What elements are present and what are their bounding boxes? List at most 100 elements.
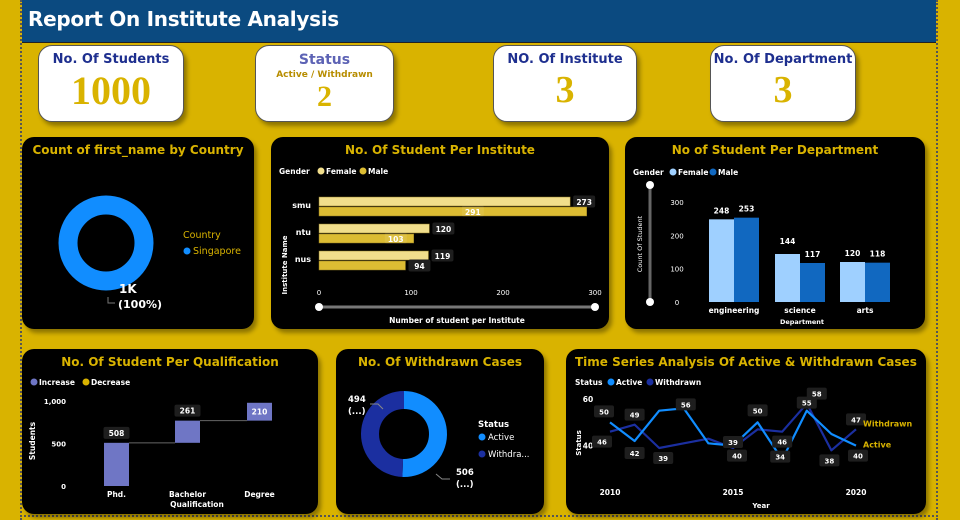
y-axis-title: Institute Name <box>281 235 289 294</box>
bar-male[interactable] <box>800 263 825 302</box>
bar-female[interactable] <box>318 223 430 234</box>
kpi-card-institute[interactable]: NO. Of Institute 3 <box>493 45 637 122</box>
report-title: Report On Institute Analysis <box>28 7 339 31</box>
bar-male[interactable] <box>318 260 406 271</box>
y-tick-label: smu <box>292 201 311 210</box>
institute-chart-panel[interactable]: No. Of Student Per Institute Gender Fema… <box>271 137 609 329</box>
y-tick-label: ntu <box>296 228 312 237</box>
series-end-label-active: Active <box>863 441 892 450</box>
data-label-bg <box>747 404 768 417</box>
x-tick-label: 2015 <box>723 488 744 497</box>
legend-label-increase[interactable]: Increase <box>39 378 75 387</box>
data-label-bg <box>772 435 793 448</box>
x-range-slider-handle-left[interactable] <box>315 303 323 311</box>
series-end-label-withdrawn: Withdrawn <box>863 419 913 428</box>
bar-female[interactable] <box>775 254 800 302</box>
legend-label-female[interactable]: Female <box>326 167 356 176</box>
waterfall-bar[interactable] <box>104 442 129 486</box>
bar-male[interactable] <box>318 233 415 244</box>
chart-title: Time Series Analysis Of Active & Withdra… <box>575 355 917 369</box>
y-tick-label: 100 <box>670 266 683 274</box>
legend-dot-male <box>709 168 717 176</box>
bar-male[interactable] <box>865 262 890 302</box>
x-tick-label: Phd. <box>107 490 126 499</box>
y-tick-label: 60 <box>583 395 593 404</box>
waterfall-bar[interactable] <box>175 420 200 443</box>
legend-title: Gender <box>633 168 664 177</box>
canvas-edge-left <box>20 0 22 520</box>
y-tick-label: 500 <box>51 441 66 449</box>
data-label: 94 <box>414 262 424 271</box>
legend-dot-singapore <box>183 247 191 255</box>
x-axis-title: Department <box>780 318 824 326</box>
y-tick-label: 1,000 <box>44 398 66 406</box>
kpi-value: 3 <box>555 69 575 111</box>
legend-label-active[interactable]: Active <box>488 433 514 443</box>
bar-female[interactable] <box>709 219 734 302</box>
donut-slice-withdra[interactable] <box>361 391 405 477</box>
legend-label-female[interactable]: Female <box>678 168 708 177</box>
x-range-slider-handle-right[interactable] <box>591 303 599 311</box>
data-label: 120 <box>436 225 452 234</box>
data-label: 39 <box>658 455 668 463</box>
legend-label-active[interactable]: Active <box>616 378 642 387</box>
y-axis-title: Students <box>28 421 37 460</box>
canvas-edge-right <box>936 0 938 520</box>
x-tick-label: arts <box>857 306 874 315</box>
data-label-withdrawn-pct: (...) <box>348 407 366 417</box>
kpi-value: 3 <box>773 69 793 111</box>
canvas-edge-bottom <box>20 515 938 517</box>
data-label: 47 <box>851 416 861 424</box>
qualification-chart-panel[interactable]: No. Of Student Per Qualification Increas… <box>22 349 318 514</box>
legend-label-male[interactable]: Male <box>718 168 738 177</box>
qualification-waterfall-chart: Increase Decrease Students 0 500 1,000 508 2… <box>28 378 275 509</box>
data-label: 50 <box>753 407 763 415</box>
data-label-bg <box>675 398 696 411</box>
data-label: 118 <box>870 250 886 259</box>
legend-label-male[interactable]: Male <box>368 167 388 176</box>
data-label-bg <box>624 408 645 421</box>
data-label-active: 506 <box>456 468 474 478</box>
withdrawn-chart-panel[interactable]: No. Of Withdrawn Cases 494 (...) 506 (..… <box>336 349 544 514</box>
y-range-slider-handle-top[interactable] <box>646 181 654 189</box>
legend-label-singapore[interactable]: Singapore <box>193 246 241 257</box>
timeseries-chart-panel[interactable]: Time Series Analysis Of Active & Withdra… <box>566 349 926 514</box>
donut-slice-singapore[interactable] <box>58 195 154 291</box>
country-chart-panel[interactable]: Count of first_name by Country 1K (100%)… <box>22 137 254 329</box>
chart-title: No. Of Student Per Institute <box>345 143 535 157</box>
bar-female[interactable] <box>318 196 571 207</box>
kpi-card-department[interactable]: No. Of Department 3 <box>710 45 856 122</box>
data-label-bg <box>653 452 674 464</box>
x-tick-label: science <box>784 306 815 315</box>
y-range-slider-handle-bottom[interactable] <box>646 298 654 306</box>
bar-male[interactable] <box>734 217 759 302</box>
data-label: 58 <box>812 391 822 399</box>
department-chart-panel[interactable]: No of Student Per Department Gender Fema… <box>625 137 925 329</box>
bar-female[interactable] <box>318 250 429 261</box>
chart-title: No of Student Per Department <box>671 143 879 157</box>
y-tick-label: 0 <box>675 299 679 307</box>
legend-label-withdrawn[interactable]: Withdra... <box>488 450 530 460</box>
kpi-card-students[interactable]: No. Of Students 1000 <box>38 45 184 122</box>
data-label-bg <box>592 435 612 448</box>
donut-slice-active[interactable] <box>402 391 447 477</box>
data-label: 273 <box>576 198 592 207</box>
bar-female[interactable] <box>840 262 865 302</box>
legend-dot-withdrawn <box>646 378 654 386</box>
data-label-bg <box>846 413 866 426</box>
bar-male[interactable] <box>318 206 587 217</box>
y-tick-label: 200 <box>670 232 683 240</box>
waterfall-bar[interactable] <box>247 402 272 421</box>
kpi-value: 2 <box>317 80 332 113</box>
y-tick-label: nus <box>295 255 311 264</box>
legend-label-withdrawn[interactable]: Withdrawn <box>655 378 701 387</box>
data-label-bg <box>594 405 614 418</box>
legend-dot-female <box>669 168 677 176</box>
data-label: 120 <box>845 249 861 258</box>
x-tick-label: 200 <box>496 289 509 297</box>
data-label: 38 <box>825 457 835 465</box>
kpi-card-status[interactable]: Status Active / Withdrawn 2 <box>255 45 394 122</box>
legend-label-decrease[interactable]: Decrease <box>91 378 130 387</box>
data-label-bg <box>461 205 484 217</box>
